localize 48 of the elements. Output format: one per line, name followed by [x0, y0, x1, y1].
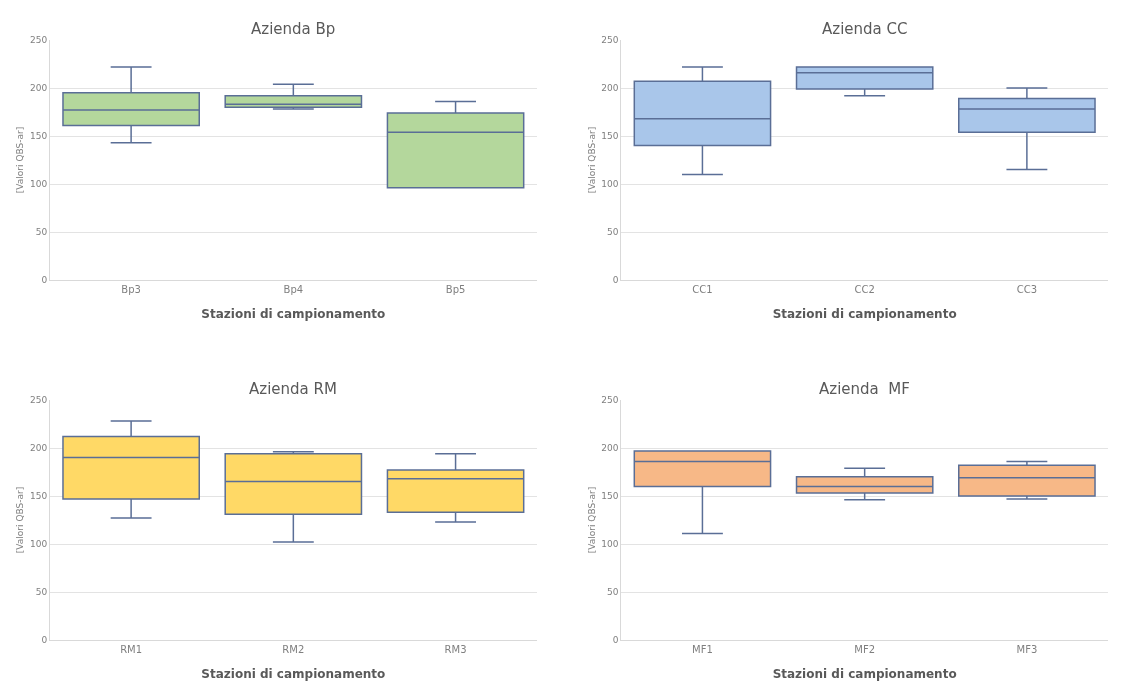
x-tick-label: RM2 — [282, 644, 305, 655]
x-tick-label: RM3 — [444, 644, 467, 655]
y-tick-label: 200 — [601, 83, 619, 94]
x-tick-label: Bp3 — [121, 284, 141, 295]
x-axis-title: Stazioni di campionamento — [772, 666, 957, 681]
y-tick-label: 100 — [30, 539, 48, 550]
y-tick-label: 50 — [607, 587, 619, 598]
y-tick-label: 50 — [607, 227, 619, 238]
chart-title: Azienda CC — [822, 20, 908, 38]
y-tick-label: 250 — [601, 395, 619, 406]
y-tick-label: 150 — [30, 491, 48, 502]
x-tick-label: CC1 — [692, 284, 713, 295]
y-tick-label: 100 — [30, 179, 48, 190]
chart-title: Azienda MF — [819, 380, 910, 398]
x-axis-title: Stazioni di campionamento — [772, 306, 957, 321]
x-tick-label: Bp5 — [445, 284, 466, 295]
y-tick-label: 150 — [601, 131, 619, 142]
y-tick-label: 250 — [601, 35, 619, 46]
y-axis-title: [Valori QBS-ar] — [586, 126, 597, 194]
y-tick-label: 0 — [41, 635, 48, 646]
x-axis-title: Stazioni di campionamento — [201, 666, 386, 681]
y-tick-label: 150 — [601, 491, 619, 502]
x-tick-label: MF1 — [692, 644, 713, 655]
y-tick-label: 50 — [35, 587, 48, 598]
y-tick-label: 200 — [30, 443, 48, 454]
x-tick-label: RM1 — [120, 644, 143, 655]
x-tick-label: MF3 — [1016, 644, 1038, 655]
y-tick-label: 0 — [612, 635, 619, 646]
y-tick-label: 200 — [30, 83, 48, 94]
y-tick-label: 100 — [601, 179, 619, 190]
y-tick-label: 50 — [35, 227, 48, 238]
x-tick-label: MF2 — [854, 644, 876, 655]
y-tick-label: 250 — [30, 35, 48, 46]
y-tick-label: 150 — [30, 131, 48, 142]
y-axis-title: [Valori QBS-ar] — [15, 126, 26, 194]
x-tick-label: Bp4 — [283, 284, 304, 295]
x-axis-title: Stazioni di campionamento — [201, 306, 386, 321]
y-tick-label: 0 — [612, 275, 619, 286]
y-tick-label: 100 — [601, 539, 619, 550]
y-tick-label: 0 — [41, 275, 48, 286]
chart-title: Azienda RM — [249, 380, 337, 398]
y-axis-title: [Valori QBS-ar] — [15, 486, 26, 554]
x-tick-label: CC3 — [1016, 284, 1038, 295]
y-tick-label: 200 — [601, 443, 619, 454]
y-tick-label: 250 — [30, 395, 48, 406]
chart-title: Azienda Bp — [251, 20, 336, 38]
x-tick-label: CC2 — [854, 284, 875, 295]
y-axis-title: [Valori QBS-ar] — [586, 486, 597, 554]
